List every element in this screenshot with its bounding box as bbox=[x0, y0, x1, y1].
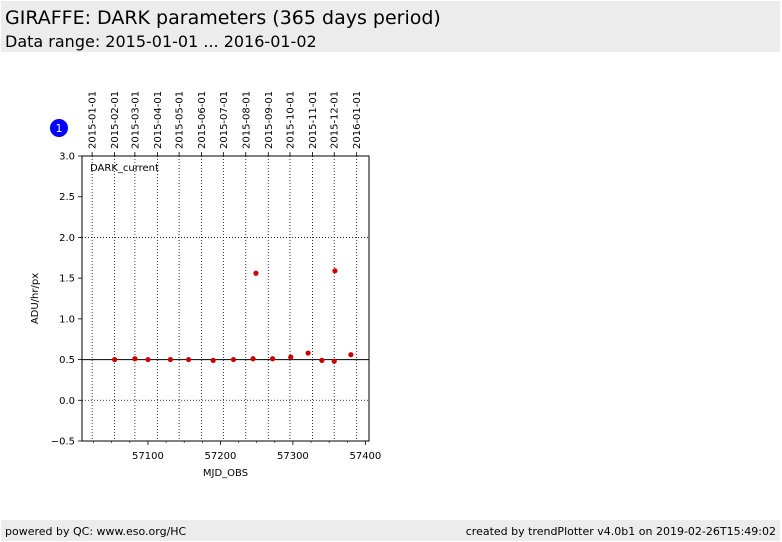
y-tick-label: 1.0 bbox=[59, 314, 75, 325]
panel-label: DARK_current bbox=[90, 163, 159, 174]
y-tick-label: 3.0 bbox=[59, 152, 75, 163]
date-tick-label: 2015-12-01 bbox=[330, 91, 341, 149]
y-tick-label: −0.5 bbox=[51, 437, 75, 448]
data-point bbox=[305, 350, 311, 356]
y-tick-label: 2.0 bbox=[59, 233, 75, 244]
date-tick-label: 2015-03-01 bbox=[130, 91, 141, 149]
data-point bbox=[319, 357, 325, 363]
data-range-subtitle: Data range: 2015-01-01 ... 2016-01-02 bbox=[5, 32, 317, 51]
date-tick-label: 2015-02-01 bbox=[110, 91, 121, 149]
date-tick-label: 2015-06-01 bbox=[197, 91, 208, 149]
data-point bbox=[112, 356, 118, 363]
data-point bbox=[332, 268, 338, 274]
y-axis-label: ADU/hr/px bbox=[30, 273, 41, 324]
x-tick-label: 57300 bbox=[277, 451, 309, 462]
page-footer: powered by QC: www.eso.org/HC created by… bbox=[1, 520, 780, 541]
y-tick-label: 1.5 bbox=[59, 274, 75, 285]
x-tick-label: 57100 bbox=[132, 451, 164, 462]
y-tick-label: 0.5 bbox=[59, 355, 75, 366]
date-tick-label: 2015-08-01 bbox=[241, 91, 252, 149]
date-tick-label: 2015-09-01 bbox=[264, 91, 275, 149]
footer-credit: powered by QC: www.eso.org/HC bbox=[5, 525, 187, 538]
data-point bbox=[230, 356, 237, 363]
date-tick-label: 2016-01-01 bbox=[352, 91, 363, 149]
x-tick-label: 57200 bbox=[205, 451, 237, 462]
panel-number-label: 1 bbox=[56, 122, 63, 135]
data-point bbox=[210, 357, 216, 363]
data-point bbox=[348, 352, 354, 358]
data-point bbox=[288, 354, 294, 360]
plot-area bbox=[82, 156, 369, 441]
panel-number-badge bbox=[50, 119, 68, 137]
data-point bbox=[132, 356, 138, 362]
data-point bbox=[270, 356, 276, 362]
y-tick-label: 2.5 bbox=[59, 192, 75, 203]
page-header: GIRAFFE: DARK parameters (365 days perio… bbox=[1, 1, 780, 52]
date-tick-label: 2015-05-01 bbox=[175, 91, 186, 149]
date-tick-label: 2015-07-01 bbox=[219, 91, 230, 149]
x-axis-label: MJD_OBS bbox=[203, 468, 248, 479]
data-point bbox=[253, 270, 259, 276]
data-point bbox=[167, 356, 174, 363]
page-title: GIRAFFE: DARK parameters (365 days perio… bbox=[5, 7, 441, 29]
x-tick-label: 57400 bbox=[349, 451, 381, 462]
date-tick-label: 2015-01-01 bbox=[88, 91, 99, 149]
data-point bbox=[145, 356, 151, 363]
data-point bbox=[331, 358, 337, 364]
date-tick-label: 2015-11-01 bbox=[308, 91, 319, 149]
footer-created-by: created by trendPlotter v4.0b1 on 2019-0… bbox=[465, 525, 776, 538]
data-point bbox=[250, 356, 256, 362]
plot-frame bbox=[81, 155, 370, 442]
date-tick-label: 2015-04-01 bbox=[153, 91, 164, 149]
y-tick-label: 0.0 bbox=[59, 396, 75, 407]
data-point bbox=[185, 356, 192, 363]
date-tick-label: 2015-10-01 bbox=[286, 91, 297, 149]
